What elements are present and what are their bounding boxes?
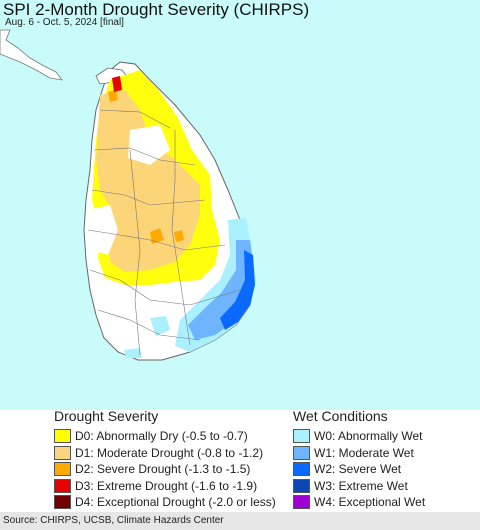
legend-label-w3: W3: Extreme Wet <box>314 478 408 493</box>
swatch-d4 <box>54 495 71 509</box>
legend-label-w1: W1: Moderate Wet <box>314 445 414 460</box>
legend-label-d3: D3: Extreme Drought (-1.6 to -1.9) <box>75 478 258 493</box>
legend-item-d0: D0: Abnormally Dry (-0.5 to -0.7) <box>54 428 276 444</box>
swatch-d3 <box>54 478 71 493</box>
swatch-w0 <box>293 429 310 443</box>
legend-item-w0: W0: Abnormally Wet <box>293 428 425 444</box>
district-borders <box>87 109 241 356</box>
swatch-d2 <box>54 462 71 476</box>
legend-label-w0: W0: Abnormally Wet <box>314 429 423 443</box>
legend-item-d4: D4: Exceptional Drought (-2.0 or less) <box>54 494 276 510</box>
swatch-d1 <box>54 445 71 460</box>
map-title: SPI 2-Month Drought Severity (CHIRPS) <box>3 0 310 19</box>
source-footer: Source: CHIRPS, UCSB, Climate Hazards Ce… <box>0 512 480 530</box>
wet-legend: Wet Conditions W0: Abnormally Wet W1: Mo… <box>293 408 425 511</box>
drought-map <box>0 29 256 361</box>
legend-item-w3: W3: Extreme Wet <box>293 478 425 494</box>
zone-w2-east <box>220 250 255 330</box>
drought-legend: Drought Severity D0: Abnormally Dry (-0.… <box>54 408 276 511</box>
zone-w0-south <box>124 316 170 358</box>
legend-label-d2: D2: Severe Drought (-1.3 to -1.5) <box>75 462 251 476</box>
india-coast <box>0 29 63 81</box>
legend-label-d4: D4: Exceptional Drought (-2.0 or less) <box>75 495 276 509</box>
wet-legend-title: Wet Conditions <box>293 408 388 424</box>
zone-white-west <box>86 205 118 255</box>
swatch-w1 <box>293 445 310 460</box>
zone-d3-north <box>112 76 122 92</box>
swatch-w2 <box>293 462 310 476</box>
swatch-w3 <box>293 478 310 493</box>
swatch-d0 <box>54 429 71 443</box>
legend-item-d1: D1: Moderate Drought (-0.8 to -1.2) <box>54 445 276 461</box>
legend-item-w2: W2: Severe Wet <box>293 461 425 477</box>
map-subtitle: Aug. 6 - Oct. 5, 2024 [final] <box>5 17 124 28</box>
legend-item-d2: D2: Severe Drought (-1.3 to -1.5) <box>54 461 276 477</box>
zone-white-north <box>128 125 170 165</box>
legend-label-w4: W4: Exceptional Wet <box>314 495 426 509</box>
legend-label-d1: D1: Moderate Drought (-0.8 to -1.2) <box>75 445 264 460</box>
legend-label-w2: W2: Severe Wet <box>314 462 402 476</box>
drought-legend-title: Drought Severity <box>54 408 159 424</box>
legend-label-d0: D0: Abnormally Dry (-0.5 to -0.7) <box>75 429 248 443</box>
legend-item-w1: W1: Moderate Wet <box>293 445 425 461</box>
swatch-w4 <box>293 495 310 509</box>
legend-item-d3: D3: Extreme Drought (-1.6 to -1.9) <box>54 478 276 494</box>
zone-d1-central <box>96 90 200 272</box>
map-area: SPI 2-Month Drought Severity (CHIRPS) Au… <box>0 0 480 410</box>
legend-item-w4: W4: Exceptional Wet <box>293 494 425 510</box>
